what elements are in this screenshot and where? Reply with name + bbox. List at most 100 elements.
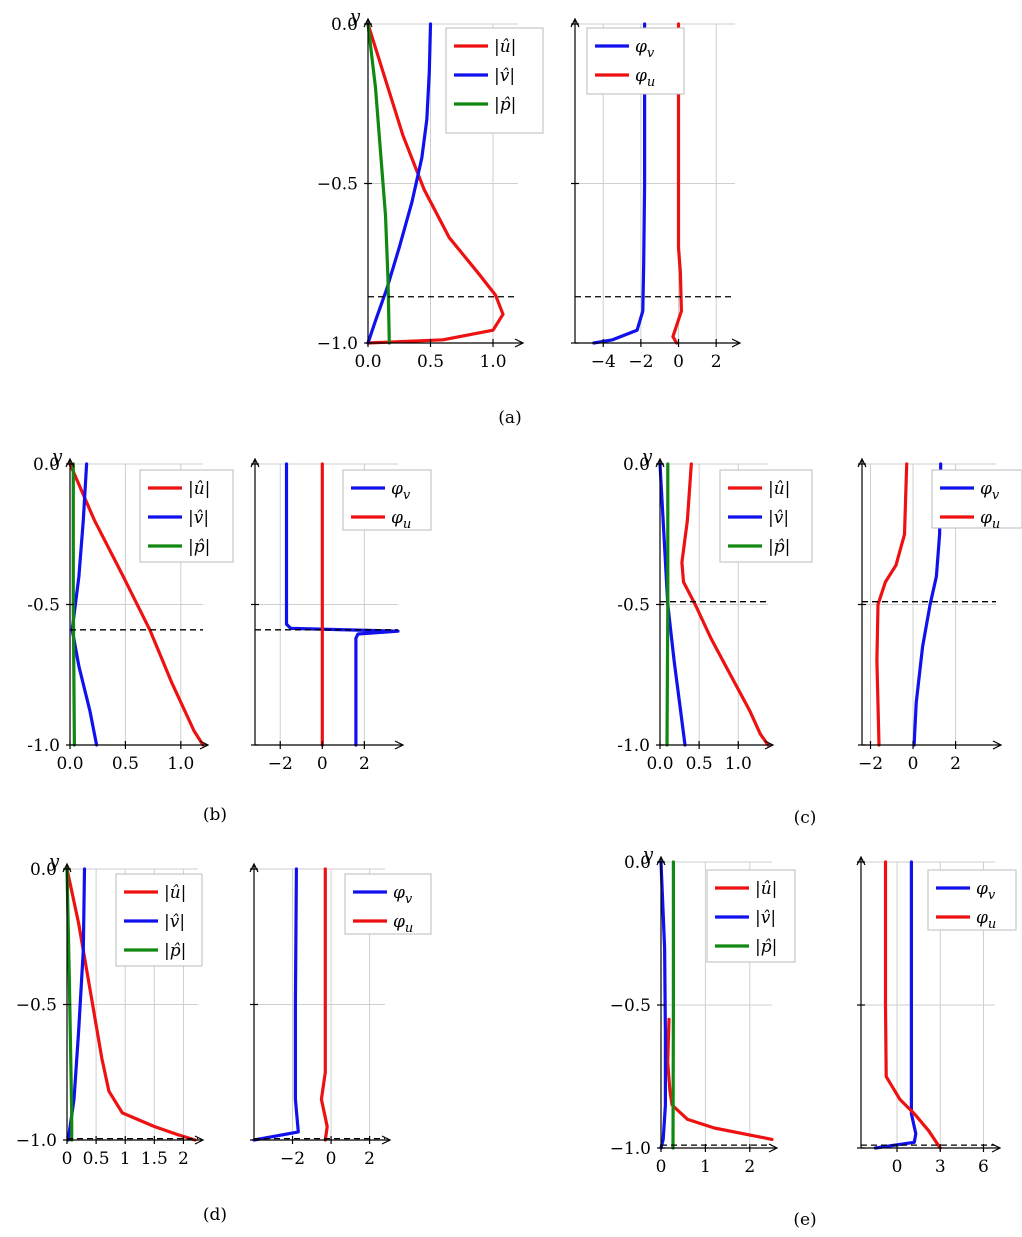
series-u	[319, 867, 329, 1142]
y-tick-label: 0.0	[33, 455, 60, 475]
caption: (d)	[203, 1205, 227, 1225]
x-tick-label: 2	[359, 754, 370, 774]
series-u	[366, 22, 505, 345]
legend-entry: |v̂|	[755, 908, 776, 928]
legend-entry: |v̂|	[768, 508, 789, 528]
x-tick-label: 2	[178, 1149, 189, 1169]
legend-entry: |p̂|	[768, 537, 790, 557]
caption: (b)	[203, 805, 227, 825]
y-axis-label: y	[349, 6, 361, 27]
legend-box	[344, 873, 432, 935]
x-tick-label: 0.5	[83, 1149, 110, 1169]
legend-entry: φv	[980, 479, 1000, 503]
x-tick-label: 0	[317, 754, 328, 774]
x-axis-arrow	[381, 1135, 392, 1145]
series-v	[366, 22, 433, 345]
x-axis-arrow	[199, 740, 210, 750]
x-tick-label: 0.0	[646, 754, 673, 774]
legend-entry: φu	[635, 66, 655, 90]
legend-entry: |û|	[494, 37, 516, 57]
legend: |û| |v̂| |p̂|	[139, 469, 234, 563]
x-axis-arrow	[194, 1135, 205, 1145]
legend-entry: |p̂|	[188, 537, 210, 557]
x-tick-label: 0.0	[56, 754, 83, 774]
series-p	[65, 867, 74, 1142]
legend-entry: |v̂|	[494, 66, 515, 86]
panel-3: 0.0 0.5 1.0 0.0 -0.5 -1.0 y |û| |v̂| |p̂| (b)	[27, 446, 234, 825]
series-u	[671, 22, 683, 345]
legend-entry: φv	[391, 479, 411, 503]
panel-8: −2 0 2 φv φu	[249, 862, 432, 1169]
x-tick-label: 2	[364, 1149, 375, 1169]
legend-box	[931, 469, 1022, 529]
caption: (a)	[498, 408, 521, 428]
caption: (e)	[793, 1210, 816, 1230]
series-u	[883, 860, 942, 1150]
legend: φv φu	[342, 469, 432, 532]
x-tick-label: 1.0	[725, 754, 752, 774]
legend-entry: φu	[976, 908, 996, 932]
series-v	[284, 462, 400, 747]
panel-1: 0.0 0.5 1.0 0.0 −0.5 −1.0 y |û| |v̂| |p̂| (a)	[317, 6, 544, 428]
legend-entry: |û|	[164, 883, 186, 903]
x-tick-label: 0	[892, 1157, 903, 1177]
y-tick-label: -1.0	[27, 736, 60, 756]
series-v	[659, 860, 667, 1150]
legend-entry: φv	[393, 883, 413, 907]
legend: |û| |v̂| |p̂|	[706, 869, 796, 963]
y-tick-label: −0.5	[317, 175, 358, 195]
legend-entry: |v̂|	[188, 508, 209, 528]
y-axis-label: y	[642, 844, 654, 865]
x-tick-label: 2	[711, 352, 722, 372]
y-tick-label: −1.0	[317, 334, 358, 354]
x-axis-arrow	[768, 1143, 779, 1153]
x-tick-label: −2	[268, 754, 293, 774]
y-tick-label: −0.5	[610, 996, 651, 1016]
y-tick-label: 0.0	[331, 15, 358, 35]
series-u	[875, 462, 909, 747]
x-tick-label: 0.5	[112, 754, 139, 774]
legend-entry: |p̂|	[164, 941, 186, 961]
x-tick-label: 0.0	[354, 352, 381, 372]
legend-entry: |û|	[755, 879, 777, 899]
x-tick-label: −4	[591, 352, 616, 372]
x-axis-arrow	[514, 338, 525, 348]
legend-entry: φu	[980, 508, 1000, 532]
series-u	[68, 462, 205, 747]
y-tick-label: -0.5	[617, 596, 650, 616]
legend-entry: |û|	[188, 479, 210, 499]
legend-box	[927, 869, 1017, 931]
x-tick-label: 1.0	[479, 352, 506, 372]
x-axis-arrow	[394, 740, 405, 750]
x-tick-label: 1	[120, 1149, 131, 1169]
legend: φv φu	[927, 869, 1017, 932]
x-tick-label: 2	[744, 1157, 755, 1177]
panel-6: −2 0 2 φv φu	[857, 457, 1022, 774]
x-axis-arrow	[991, 1143, 1002, 1153]
y-tick-label: -0.5	[27, 596, 60, 616]
legend: |û| |v̂| |p̂|	[719, 469, 813, 563]
panel-2: −4 −2 0 2 φv φu	[570, 17, 742, 372]
x-tick-label: 0.5	[686, 754, 713, 774]
y-tick-label: −1.0	[610, 1139, 651, 1159]
panel-9: 0 1 2 0.0 −0.5 −1.0 y |û| |v̂| |p̂| (e)	[610, 844, 817, 1230]
legend-entry: |v̂|	[164, 912, 185, 932]
y-tick-label: -1.0	[617, 736, 650, 756]
series-v	[252, 867, 300, 1142]
x-tick-label: 0	[908, 754, 919, 774]
x-axis-arrow	[764, 740, 775, 750]
panel-4: −2 0 2 φv φu	[250, 457, 432, 774]
legend-box	[586, 27, 685, 95]
legend-box	[342, 469, 432, 531]
panel-7: 0 0.5 1 1.5 2 0.0 −0.5 −1.0 y |û| |v̂| |p̂| (d)	[16, 851, 227, 1225]
x-axis-arrow	[731, 338, 742, 348]
series-u	[666, 1017, 774, 1141]
x-tick-label: 6	[978, 1157, 989, 1177]
series-u	[680, 462, 770, 747]
legend-entry: φv	[635, 37, 655, 61]
panel-10: 0 3 6 φv φu	[856, 855, 1017, 1177]
x-tick-label: 0.5	[417, 352, 444, 372]
y-tick-label: −0.5	[16, 996, 57, 1016]
legend-entry: φv	[976, 879, 996, 903]
